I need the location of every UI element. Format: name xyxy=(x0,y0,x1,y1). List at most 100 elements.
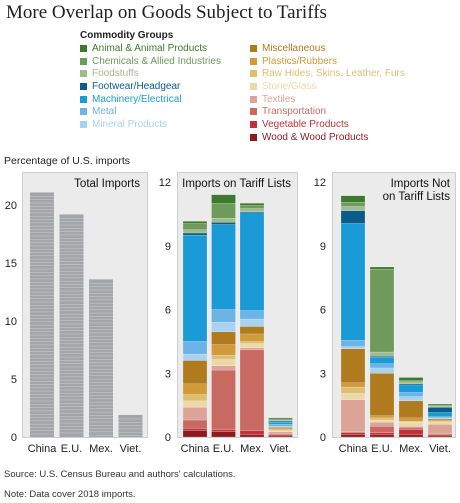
bar-segment xyxy=(268,420,293,423)
y-tick-label: 3 xyxy=(320,368,326,380)
bar-segment xyxy=(398,380,424,382)
bar-segment xyxy=(211,429,236,432)
bar-segment xyxy=(398,396,424,402)
bar-segment xyxy=(211,309,236,323)
legend-label: Wood & Wood Products xyxy=(262,131,369,143)
bar-segment xyxy=(398,421,424,427)
bar-segment xyxy=(239,310,265,320)
legend-label: Stone/Glass xyxy=(262,80,317,92)
bar-segment xyxy=(398,381,424,385)
bar-segment xyxy=(340,386,366,394)
x-tick-label: China xyxy=(339,443,369,455)
bar-segment xyxy=(398,426,424,428)
x-tick-label: E.U. xyxy=(371,443,392,455)
bar-segment xyxy=(211,224,236,310)
bar-segment xyxy=(268,419,293,422)
bar-segment xyxy=(182,234,208,342)
bar-segment xyxy=(239,203,265,206)
chart-title: More Overlap on Goods Subject to Tariffs xyxy=(6,2,327,23)
bar xyxy=(59,214,84,437)
bar-segment xyxy=(182,229,208,234)
x-tick-label: Mex. xyxy=(399,443,423,455)
legend-label: Miscellaneous xyxy=(262,42,326,54)
legend-item: Foodstuffs xyxy=(80,67,221,80)
data-note: Note: Data cover 2018 imports. xyxy=(4,489,136,500)
bar-segment xyxy=(239,341,265,344)
bar-segment xyxy=(398,427,424,430)
x-tick-label: E.U. xyxy=(61,443,82,455)
bar-segment xyxy=(398,377,424,381)
panel-title-total: Total Imports xyxy=(74,178,140,190)
bar-segment xyxy=(211,359,236,366)
legend-item: Footwear/Headgear xyxy=(80,80,221,93)
bar-segment xyxy=(427,419,453,422)
bar-segment xyxy=(340,210,366,224)
legend-swatch xyxy=(250,44,257,52)
bar-segment xyxy=(182,221,208,224)
legend-item: Chemicals & Allied Industries xyxy=(80,55,221,68)
bar-segment xyxy=(427,403,453,406)
bar-segment xyxy=(182,353,208,361)
bar-segment xyxy=(239,318,265,327)
legend-label: Plastics/Rubbers xyxy=(262,55,338,67)
bar-segment xyxy=(182,232,208,236)
legend-title: Commodity Groups xyxy=(80,30,174,41)
bar-segment xyxy=(369,373,395,416)
bar-segment xyxy=(427,407,453,413)
bar-segment xyxy=(427,418,453,421)
legend-swatch xyxy=(250,95,257,103)
legend-swatch xyxy=(250,57,257,65)
bar-segment xyxy=(340,206,366,211)
bar-segment xyxy=(211,369,236,430)
bar-segment xyxy=(268,418,293,421)
bar-segment xyxy=(239,430,265,436)
bar-segment xyxy=(369,367,395,374)
x-tick-label: Viet. xyxy=(120,443,142,455)
bar-segment xyxy=(369,432,395,436)
bar-segment xyxy=(211,344,236,356)
bar-segment xyxy=(340,382,366,388)
legend-label: Textiles xyxy=(262,93,296,105)
y-tick-label: 12 xyxy=(314,177,326,189)
bar-segment xyxy=(340,432,366,436)
bar-segment xyxy=(239,333,265,342)
bar-segment xyxy=(211,331,236,345)
legend-item: Machinery/Electrical xyxy=(80,93,221,106)
legend-swatch xyxy=(80,108,87,116)
y-tick-label: 9 xyxy=(320,241,326,253)
x-tick-label: Viet. xyxy=(270,443,292,455)
bar-segment xyxy=(268,433,293,436)
bar-segment xyxy=(369,363,395,369)
y-tick-label: 12 xyxy=(159,177,171,189)
bar-segment xyxy=(340,346,366,349)
legend-swatch xyxy=(80,70,87,78)
source-note: Source: U.S. Census Bureau and authors' … xyxy=(4,469,236,480)
bar-segment xyxy=(398,420,424,423)
x-tick-label: Viet. xyxy=(429,443,451,455)
legend-label: Chemicals & Allied Industries xyxy=(92,55,221,67)
bar-segment xyxy=(340,348,366,383)
x-tick-label: China xyxy=(181,443,211,455)
bar-segment xyxy=(427,404,453,407)
y-tick-label: 6 xyxy=(165,305,171,317)
bar-segment xyxy=(182,383,208,395)
bar-segment xyxy=(182,394,208,402)
legend-item: Animal & Animal Products xyxy=(80,42,221,55)
bar-segment xyxy=(239,434,265,438)
bar-segment xyxy=(268,427,293,429)
legend-label: Vegetable Products xyxy=(262,118,349,130)
bar-segment xyxy=(182,407,208,421)
bar-segment xyxy=(182,400,208,408)
legend-swatch xyxy=(250,70,257,78)
bar-segment xyxy=(211,365,236,371)
y-tick-label: 9 xyxy=(165,241,171,253)
bar-segment xyxy=(369,351,395,357)
legend-column-1: Animal & Animal Products Chemicals & Alli… xyxy=(80,42,221,131)
panel-title-not-tariff-line-2: on Tariff Lists xyxy=(382,191,450,203)
bar-segment xyxy=(211,431,236,438)
bar-segment xyxy=(398,429,424,436)
bar-segment xyxy=(268,421,293,425)
legend-item: Wood & Wood Products xyxy=(250,131,405,144)
y-tick-label: 3 xyxy=(165,368,171,380)
bar-segment xyxy=(239,205,265,209)
